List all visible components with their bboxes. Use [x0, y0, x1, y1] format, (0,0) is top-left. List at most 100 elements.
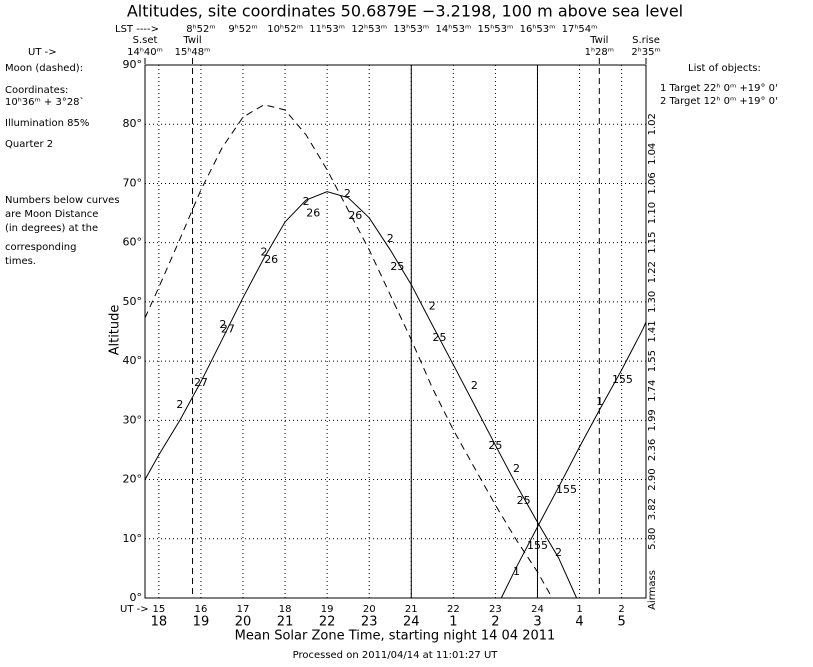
panel-text: Quarter 2 [5, 139, 53, 150]
lst-tick-label: 11ʰ53ᵐ [309, 24, 345, 35]
y-tick-label: 50° [123, 295, 143, 308]
y-tick-label: 90° [123, 58, 143, 71]
event-label: Twil [589, 35, 608, 46]
event-label: Twil [182, 35, 201, 46]
event-label: S.rise [632, 35, 660, 46]
y2-tick-label: 1.22 [647, 261, 658, 283]
x-tick-label: 3 [533, 615, 541, 630]
y2-tick-label: 1.30 [647, 291, 658, 313]
lst-tick-label: 9ʰ52ᵐ [228, 24, 257, 35]
x-tick-label: 24 [403, 615, 420, 630]
y2-tick-label: 1.74 [647, 380, 658, 402]
curve-label: 25 [488, 439, 502, 452]
curve-label: 2 [555, 546, 562, 559]
x-tick-label: 18 [151, 615, 168, 630]
curve-label: 2 [513, 462, 520, 475]
x-tick-label: 23 [361, 615, 378, 630]
curve-label: 27 [194, 376, 208, 389]
chart-title: Altitudes, site coordinates 50.6879E −3.… [127, 2, 683, 21]
y2-tick-label: 1.06 [647, 172, 658, 194]
y2-axis-label: Airmass [647, 570, 658, 610]
lst-tick-label: 12ʰ53ᵐ [351, 24, 387, 35]
curve-label: 2 [344, 187, 351, 200]
panel-text: (in degrees) at the [5, 223, 98, 234]
curve-label: 2 [387, 232, 394, 245]
y2-tick-label: 1.02 [647, 113, 658, 135]
panel-text: List of objects: [688, 63, 761, 74]
ut-tick-label: 16 [195, 604, 208, 615]
x-tick-label: 20 [235, 615, 252, 630]
panel-text: Illumination 85% [5, 118, 89, 129]
y2-tick-label: 1.99 [647, 409, 658, 431]
y-tick-label: 60° [123, 236, 143, 249]
y-tick-label: 20° [123, 473, 143, 486]
ut-tick-label: 2 [618, 604, 624, 615]
curve-label: 2 [176, 398, 183, 411]
ut-tick-label: 20 [363, 604, 376, 615]
panel-text: are Moon Distance [5, 209, 98, 220]
y2-tick-label: 1.10 [647, 202, 658, 224]
event-time: 14ʰ40ᵐ [127, 47, 163, 58]
x-tick-label: 4 [575, 615, 583, 630]
event-time: 15ʰ48ᵐ [175, 47, 211, 58]
lst-tick-label: 10ʰ52ᵐ [267, 24, 303, 35]
curve-label: 155 [556, 483, 577, 496]
y2-tick-label: 1.04 [647, 143, 658, 165]
ut-tick-label: 19 [321, 604, 334, 615]
y2-tick-label: 1.41 [647, 320, 658, 342]
ut-tick-label: 24 [531, 604, 544, 615]
event-label: S.set [133, 35, 158, 46]
y-tick-label: 70° [123, 176, 143, 189]
panel-text: 1 Target 22ʰ 0ᵐ +19° 0' [660, 83, 778, 94]
y-axis-label: Altitude [108, 305, 123, 356]
x-tick-label: 22 [319, 615, 336, 630]
curve-label: 155 [612, 373, 633, 386]
y2-tick-label: 2.36 [647, 439, 658, 461]
ut-tick-label: 1 [576, 604, 582, 615]
altitude-curve [500, 321, 647, 599]
lst-tick-label: 14ʰ53ᵐ [435, 24, 471, 35]
curve-label: 26 [306, 207, 320, 220]
ut-tick-label: 18 [279, 604, 292, 615]
ut-tick-label: 22 [447, 604, 460, 615]
ut-top-prefix: UT -> [28, 47, 57, 58]
panel-text: Numbers below curves [5, 195, 120, 206]
curve-label: 2 [303, 195, 310, 208]
altitude-curve [144, 104, 553, 599]
objects-panel: List of objects: 1 Target 22ʰ 0ᵐ +19° 0'… [660, 63, 778, 107]
panel-text: Coordinates: [5, 85, 68, 96]
ut-prefix: UT -> [120, 604, 149, 615]
lst-prefix: LST ----> [115, 24, 159, 35]
x-tick-label: 21 [277, 615, 294, 630]
x-axis-label: Mean Solar Zone Time, starting night 14 … [235, 629, 556, 644]
y-tick-label: 80° [123, 117, 143, 130]
curve-label: 2 [429, 300, 436, 313]
footer: Processed on 2011/04/14 at 11:01:27 UT [293, 650, 499, 661]
panel-text: corresponding [5, 242, 76, 253]
y-tick-label: 0° [130, 591, 143, 604]
panel-text: times. [5, 256, 36, 267]
event-time: 1ʰ28ᵐ [585, 47, 614, 58]
curve-label: 25 [517, 494, 531, 507]
curve-label: 155 [527, 539, 548, 552]
y-tick-label: 30° [123, 413, 143, 426]
curve-label: 25 [390, 260, 404, 273]
x-tick-label: 5 [617, 615, 625, 630]
panel-text: Moon (dashed): [5, 63, 83, 74]
y-tick-label: 40° [123, 354, 143, 367]
lst-tick-label: 15ʰ53ᵐ [478, 24, 514, 35]
panel-text: 2 Target 12ʰ 0ᵐ +19° 0' [660, 96, 778, 107]
curve-label: 2 [219, 318, 226, 331]
ut-tick-label: 15 [153, 604, 166, 615]
lst-tick-label: 16ʰ53ᵐ [520, 24, 556, 35]
ut-tick-label: 17 [237, 604, 250, 615]
y2-tick-label: 1.55 [647, 350, 658, 372]
y2-tick-label: 5.80 [647, 528, 658, 550]
curve-label: 26 [264, 253, 278, 266]
event-time: 2ʰ35ᵐ [631, 47, 660, 58]
moon-panel: Moon (dashed): Coordinates: 10ʰ36ᵐ + 3°2… [5, 63, 120, 267]
x-tick-label: 19 [193, 615, 210, 630]
panel-text: 10ʰ36ᵐ + 3°28` [5, 96, 85, 108]
curve-label: 26 [348, 209, 362, 222]
